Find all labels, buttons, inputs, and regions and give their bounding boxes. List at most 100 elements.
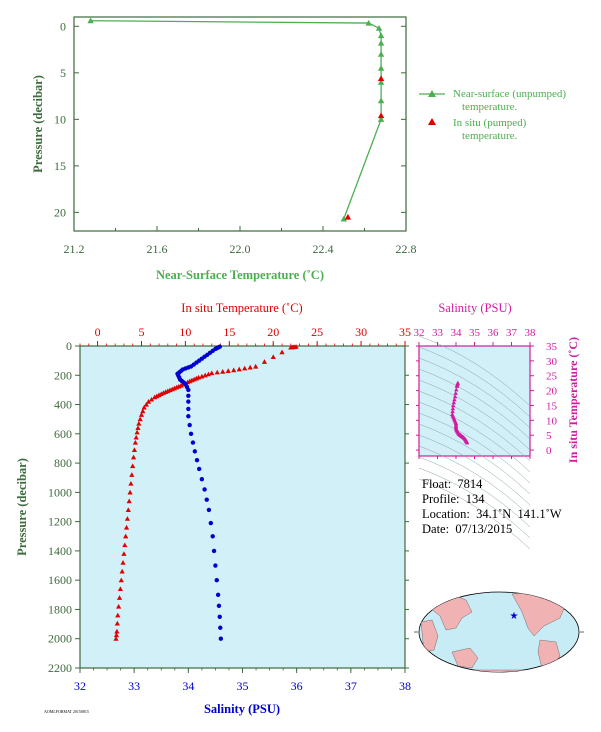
temperature-point: [247, 364, 253, 370]
temperature-point: [135, 425, 141, 431]
density-contour: [418, 390, 531, 462]
salinity-point: [196, 466, 202, 472]
temperature-point: [140, 408, 146, 414]
temperature-axis-label: In situ Temperature (˚C): [181, 301, 302, 315]
temperature-point: [129, 472, 135, 477]
profile-plot-frame: [79, 345, 406, 669]
pressure-tick-label: 1800: [48, 602, 72, 616]
map-antarctica: [429, 669, 571, 672]
temperature-point: [231, 367, 237, 373]
near-surface-point: [377, 78, 385, 85]
salinity-point: [202, 487, 207, 492]
ts-x-tick-label: 32: [414, 327, 425, 339]
pressure-tick-label: 2200: [48, 661, 72, 675]
x-tick-label: 22.8: [396, 242, 417, 256]
density-contour: [418, 401, 531, 473]
temperature-point: [130, 463, 136, 469]
near-surface-point: [377, 116, 385, 122]
salinity-axis-label: Salinity (PSU): [204, 702, 280, 716]
density-contour: [418, 445, 531, 517]
salinity-point: [186, 387, 191, 393]
ts-temperature-ticks: 0 5 10 15 20 25 30 35: [416, 341, 558, 457]
salinity-point: [194, 457, 200, 463]
sal-tick-label: 38: [399, 679, 411, 693]
profile-row: Profile: 134: [422, 492, 562, 507]
pressure-tick-label: 2000: [48, 632, 72, 646]
temp-tick-label: 30: [355, 325, 367, 339]
density-contour: [418, 379, 531, 451]
x-tick-label: 21.6: [147, 242, 168, 256]
ts-y-label: In situ Temperature (˚C): [566, 337, 580, 463]
location-row: Location: 34.1˚N 141.1˚W: [422, 507, 562, 522]
ts-title: Salinity (PSU): [438, 301, 511, 315]
ts-y-tick-label: 0: [546, 445, 552, 457]
temperature-axis-ticks: 0 5 10 15 20 25 30 35: [79, 325, 411, 346]
salinity-point: [186, 414, 191, 419]
pressure-tick-label: 200: [54, 368, 72, 382]
salinity-point: [204, 497, 209, 502]
profile-series: [113, 344, 299, 641]
salinity-axis-ticks: 32 33 34 35 36 37 38: [74, 668, 411, 693]
ts-x-tick-label: 38: [525, 327, 537, 339]
temperature-point: [114, 620, 120, 626]
salinity-point: [214, 577, 219, 583]
y-tick-label: 5: [60, 66, 66, 80]
temperature-point: [133, 434, 139, 440]
y-tick-label: 15: [54, 159, 66, 173]
x-tick-label: 22.0: [230, 242, 251, 256]
temperature-point: [270, 354, 276, 360]
salinity-point: [186, 399, 191, 404]
temperature-point: [132, 440, 138, 445]
density-contour: [418, 423, 531, 495]
float-label: Float:: [422, 477, 452, 491]
map-south-america: [537, 639, 561, 671]
ts-point: [464, 440, 470, 445]
temperature-point: [138, 412, 145, 417]
temp-tick-label: 20: [267, 325, 279, 339]
temperature-point: [225, 368, 231, 373]
pressure-tick-label: 1400: [48, 544, 72, 558]
temperature-point: [141, 404, 147, 410]
near-surface-point: [377, 64, 385, 71]
density-contour: [418, 346, 531, 418]
salinity-point: [210, 534, 215, 539]
ts-y-tick-label: 5: [546, 430, 552, 442]
ts-point: [451, 400, 457, 405]
salinity-point: [208, 520, 214, 526]
temperature-point: [115, 612, 121, 618]
pressure-axis-ticks: 0 200 400 600 800 1000 1200 1400 1600 1800 2000 220…: [48, 339, 409, 675]
ts-y-tick-label: 25: [546, 371, 558, 383]
location-label: Location:: [422, 507, 470, 521]
near-surface-legend: Near-surface (unpumped) temperature. In …: [419, 88, 566, 142]
salinity-point: [215, 592, 221, 598]
sal-tick-label: 34: [182, 679, 194, 693]
in-situ-point: [377, 112, 385, 119]
ts-diagram: 32 33 34 35 36 37 38 0 5 10 15 20 25 30 35 Salinity (…: [414, 301, 580, 550]
ts-point: [454, 387, 459, 392]
salinity-point: [187, 422, 192, 428]
pressure-tick-label: 1600: [48, 573, 72, 587]
float-row: Float: 7814: [422, 477, 562, 492]
y-tick-label: 10: [54, 112, 66, 126]
temperature-point: [137, 416, 143, 422]
x-tick-label: 22.4: [313, 242, 334, 256]
ts-plot-frame: [418, 345, 531, 457]
ts-point: [453, 390, 458, 395]
ts-point: [450, 406, 456, 411]
salinity-point: [211, 548, 217, 554]
date-label: Date:: [422, 522, 450, 536]
temperature-point: [122, 542, 128, 548]
near-surface-point: [340, 215, 347, 222]
temp-tick-label: 25: [311, 325, 323, 339]
sal-tick-label: 32: [74, 679, 86, 693]
ts-x-tick-label: 35: [469, 327, 481, 339]
legend-near-surface-label-2: temperature.: [462, 101, 518, 113]
in-situ-point: [377, 75, 385, 81]
temperature-point: [118, 577, 124, 583]
temperature-point: [236, 366, 242, 372]
temperature-point: [119, 568, 125, 574]
temp-tick-label: 0: [95, 325, 101, 339]
temperature-point: [136, 420, 142, 426]
temp-tick-label: 5: [138, 325, 144, 339]
pressure-tick-label: 1000: [48, 485, 72, 499]
